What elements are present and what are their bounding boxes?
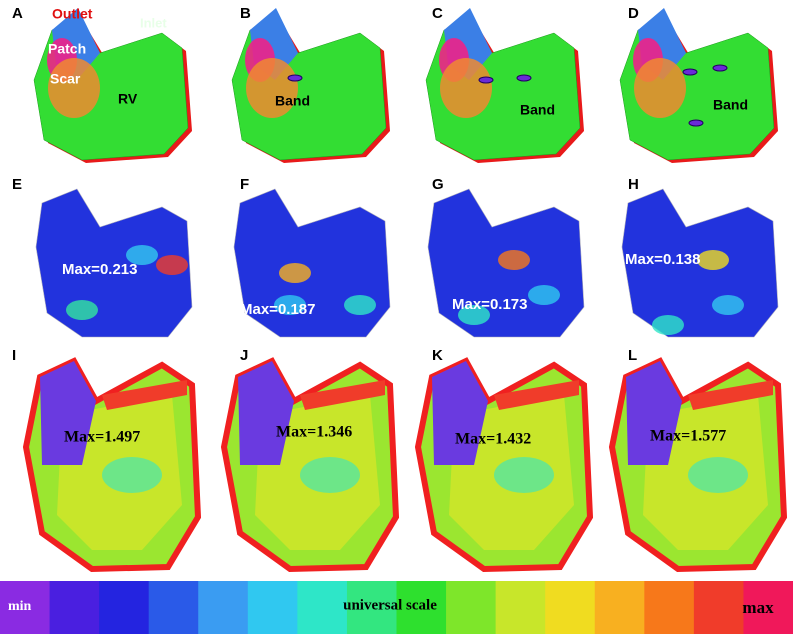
colorbar-segment [495,581,546,634]
band-label: Band [520,102,555,118]
low-region [626,361,682,465]
strain-panel [220,357,400,573]
band [516,74,532,82]
high-band [494,380,579,410]
colorbar-segment [346,581,397,634]
panel-letter: J [240,347,248,364]
colorbar-segment [743,581,793,634]
panel-letter: C [432,5,443,22]
model-label: Patch [48,41,86,57]
max-label: Max=0.187 [240,301,315,318]
model-label: Inlet [140,15,167,30]
band [682,68,698,76]
stress-surface [35,188,193,338]
colorbar-segment [198,581,249,634]
low-region [432,361,488,465]
band [287,74,303,82]
panel-letter: L [628,347,637,364]
stress-region [697,250,729,270]
max-label: Max=0.173 [452,296,527,313]
max-label: Max=1.432 [455,431,531,448]
stress-panel [427,188,585,338]
stress-region [156,255,188,275]
stress-region [344,295,376,315]
stress-region [458,305,490,325]
panel-letter: E [12,176,22,193]
model-panel [231,8,390,163]
colorbar-segment [148,581,199,634]
colorbar-segment [693,581,744,634]
model-panel [33,8,192,163]
stress-region [126,245,158,265]
stress-region [279,263,311,283]
stress-region [712,295,744,315]
stress-panel [233,188,391,338]
band [712,64,728,72]
high-band [300,380,385,410]
colorbar-segment [49,581,100,634]
stress-region [498,250,530,270]
stress-panel [621,188,779,338]
max-label: Max=0.138 [625,251,700,268]
colorbar-title: universal scale [343,597,437,613]
colorbar-segment [247,581,298,634]
max-label: Max=1.497 [64,429,140,446]
high-band [102,380,187,410]
low-region [238,361,294,465]
panel-letter: K [432,347,443,364]
stress-panel [35,188,193,338]
model-label: RV [118,91,138,107]
model-label: Outlet [52,6,93,22]
scar [246,58,298,118]
max-label: Max=1.346 [276,424,352,441]
colorbar-max: max [742,598,774,617]
mid-region [494,457,554,493]
colorbar-segment [644,581,695,634]
panel-letter: D [628,5,639,22]
band-label: Band [275,93,310,109]
colorbar-segment [99,581,150,634]
mid-region [102,457,162,493]
model-panel [425,8,584,163]
panel-letter: F [240,176,249,193]
panel-letter: I [12,347,16,364]
band-label: Band [713,97,748,113]
colorbar-segment [396,581,447,634]
scar [634,58,686,118]
stress-region [652,315,684,335]
band [478,76,494,84]
panel-letter: B [240,5,251,22]
strain-panel [414,357,594,573]
max-label: Max=0.213 [62,261,137,278]
colorbar-segment [594,581,645,634]
strain-panel [22,357,202,573]
model-label: Scar [50,71,81,87]
strain-panel [608,357,788,573]
mid-region [300,457,360,493]
band [688,119,704,127]
colorbar-segment [545,581,596,634]
low-region [40,361,96,465]
scar [440,58,492,118]
colorbar-segment [446,581,497,634]
model-panel [619,8,778,163]
colorbar-segment [297,581,348,634]
colorbar-min: min [8,599,32,614]
panel-letter: H [628,176,639,193]
scar [48,58,100,118]
max-label: Max=1.577 [650,428,726,445]
panel-letter: G [432,176,444,193]
colorbar-segment [0,581,51,634]
high-band [688,380,773,410]
stress-region [528,285,560,305]
stress-region [66,300,98,320]
mid-region [688,457,748,493]
panel-letter: A [12,5,23,22]
stress-region [274,295,306,315]
